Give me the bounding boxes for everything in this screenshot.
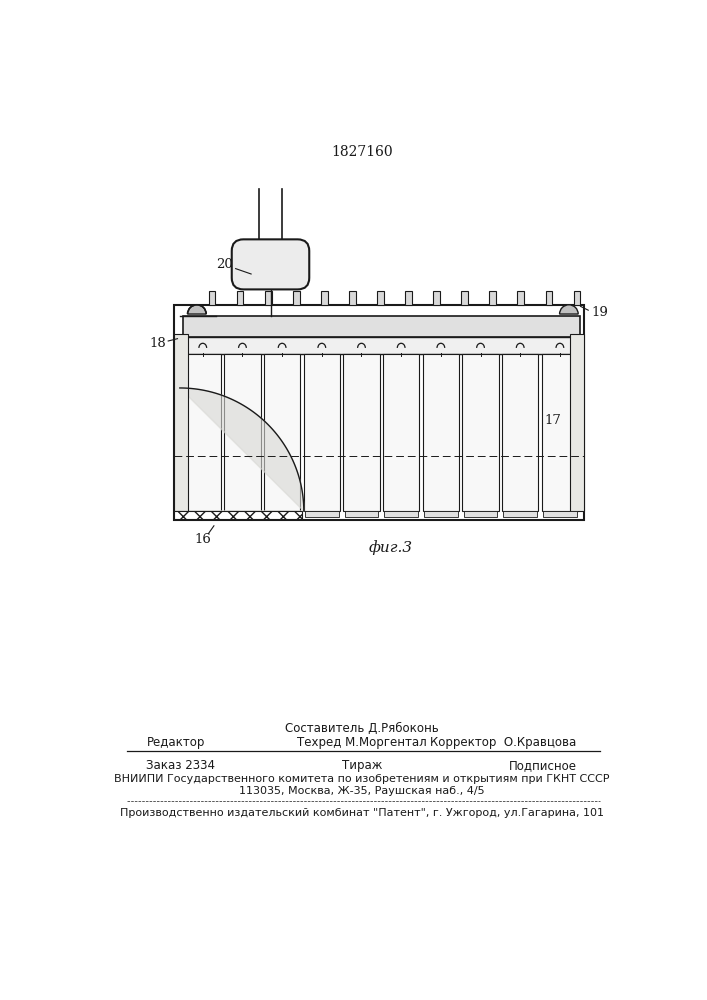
- Bar: [433, 291, 440, 305]
- Text: 19: 19: [592, 306, 608, 319]
- Bar: [542, 354, 578, 511]
- Text: Тираж: Тираж: [341, 759, 382, 772]
- Bar: [503, 511, 537, 517]
- Bar: [462, 354, 499, 511]
- Text: Заказ 2334: Заказ 2334: [146, 759, 216, 772]
- Bar: [502, 354, 539, 511]
- Bar: [174, 305, 585, 520]
- Wedge shape: [559, 305, 578, 314]
- Bar: [265, 291, 271, 305]
- Text: Производственно издательский комбинат "Патент", г. Ужгород, ул.Гагарина, 101: Производственно издательский комбинат "П…: [120, 808, 604, 818]
- Text: Подписное: Подписное: [508, 759, 577, 772]
- Bar: [238, 291, 243, 305]
- Polygon shape: [180, 388, 304, 511]
- Text: 113035, Москва, Ж-35, Раушская наб., 4/5: 113035, Москва, Ж-35, Раушская наб., 4/5: [239, 786, 485, 796]
- Text: 18: 18: [150, 337, 167, 350]
- Bar: [518, 291, 524, 305]
- Text: Корректор  О.Кравцова: Корректор О.Кравцова: [431, 736, 577, 749]
- Bar: [183, 337, 580, 354]
- Bar: [183, 316, 580, 337]
- Bar: [303, 354, 340, 511]
- Text: Составитель Д.Рябоконь: Составитель Д.Рябоконь: [285, 722, 439, 735]
- Bar: [464, 511, 497, 517]
- Text: ВНИИПИ Государственного комитета по изобретениям и открытиям при ГКНТ СССР: ВНИИПИ Государственного комитета по изоб…: [115, 774, 609, 784]
- Bar: [405, 291, 411, 305]
- Text: 16: 16: [194, 533, 211, 546]
- Bar: [209, 291, 216, 305]
- Wedge shape: [187, 305, 206, 314]
- Bar: [423, 354, 459, 511]
- Bar: [293, 291, 300, 305]
- Bar: [264, 354, 300, 511]
- Bar: [489, 291, 496, 305]
- Bar: [462, 291, 467, 305]
- Bar: [543, 511, 577, 517]
- Text: Техред М.Моргентал: Техред М.Моргентал: [297, 736, 427, 749]
- Bar: [322, 291, 327, 305]
- Bar: [224, 354, 261, 511]
- Bar: [174, 334, 187, 511]
- Text: фиг.3: фиг.3: [368, 540, 413, 555]
- Text: 17: 17: [545, 414, 562, 427]
- Bar: [573, 291, 580, 305]
- Bar: [571, 334, 585, 511]
- Bar: [305, 511, 339, 517]
- Bar: [265, 511, 299, 517]
- Bar: [349, 291, 356, 305]
- Bar: [546, 291, 551, 305]
- Bar: [385, 511, 418, 517]
- Bar: [345, 511, 378, 517]
- Bar: [343, 354, 380, 511]
- Bar: [424, 511, 457, 517]
- Text: 20: 20: [216, 258, 233, 271]
- Bar: [226, 511, 259, 517]
- Bar: [186, 511, 219, 517]
- Bar: [185, 354, 221, 511]
- Text: 1827160: 1827160: [331, 145, 393, 159]
- Bar: [378, 291, 384, 305]
- Text: Редактор: Редактор: [146, 736, 205, 749]
- Bar: [383, 354, 419, 511]
- Bar: [174, 511, 301, 519]
- FancyBboxPatch shape: [232, 239, 309, 289]
